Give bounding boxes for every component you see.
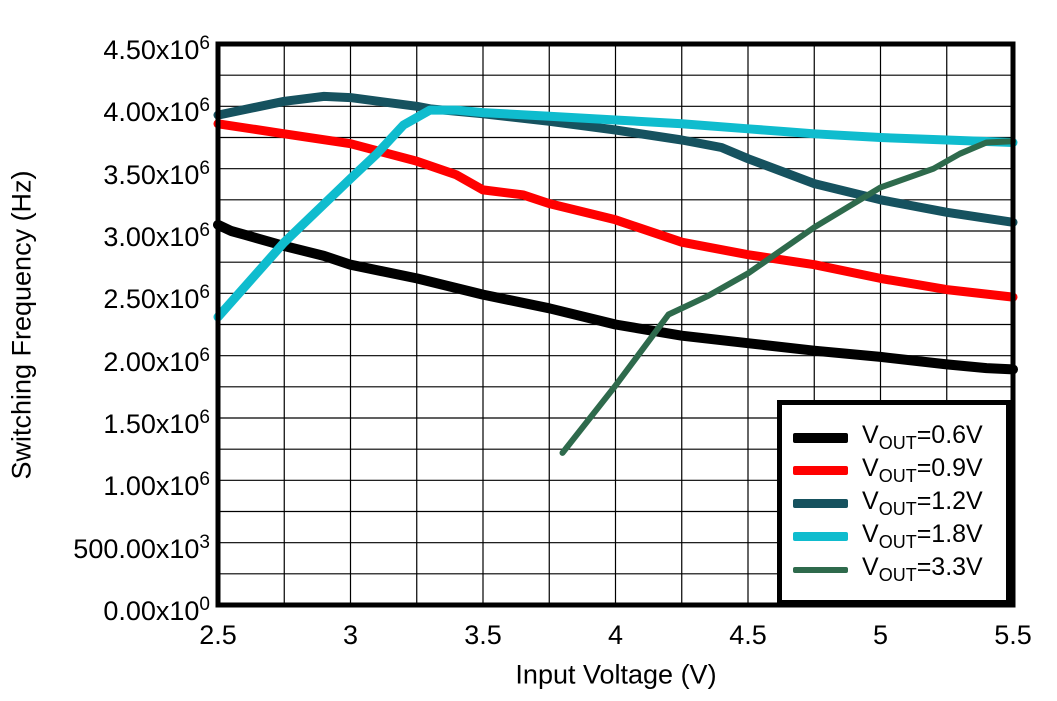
- legend-swatch-vout-1v2: [793, 499, 848, 508]
- legend-item-vout-0v6: VOUT=0.6V: [782, 421, 1006, 454]
- legend-swatch-vout-0v6: [793, 432, 848, 443]
- legend-item-vout-1v2: VOUT=1.2V: [782, 487, 1006, 520]
- legend-label-vout-1v8: VOUT=1.8V: [862, 520, 983, 552]
- plot-border: [215, 41, 1016, 608]
- legend-label-vout-1v2: VOUT=1.2V: [862, 487, 983, 519]
- legend-item-vout-3v3: VOUT=3.3V: [782, 553, 1006, 586]
- legend-label-vout-0v9: VOUT=0.9V: [862, 454, 983, 486]
- legend: VOUT=0.6V VOUT=0.9V VOUT=1.2V VOUT=1.8V VOUT…: [777, 400, 1011, 605]
- legend-label-vout-3v3: VOUT=3.3V: [862, 553, 983, 585]
- legend-swatch-vout-3v3: [793, 566, 848, 573]
- legend-label-vout-0v6: VOUT=0.6V: [862, 421, 983, 453]
- x-axis-title: Input Voltage (V): [515, 659, 717, 690]
- legend-item-vout-1v8: VOUT=1.8V: [782, 520, 1006, 553]
- legend-item-vout-0v9: VOUT=0.9V: [782, 454, 1006, 487]
- series-line-vout-1v8: [213, 105, 1018, 322]
- series-line-vout-3v3: [559, 138, 1016, 456]
- legend-swatch-vout-0v9: [793, 466, 848, 475]
- series-line-vout-1v2: [213, 91, 1018, 227]
- y-axis-title: Switching Frequency (Hz): [6, 170, 37, 480]
- series-line-vout-0v9: [213, 119, 1018, 302]
- legend-swatch-vout-1v8: [793, 532, 848, 541]
- series-line-vout-0v6: [213, 219, 1018, 375]
